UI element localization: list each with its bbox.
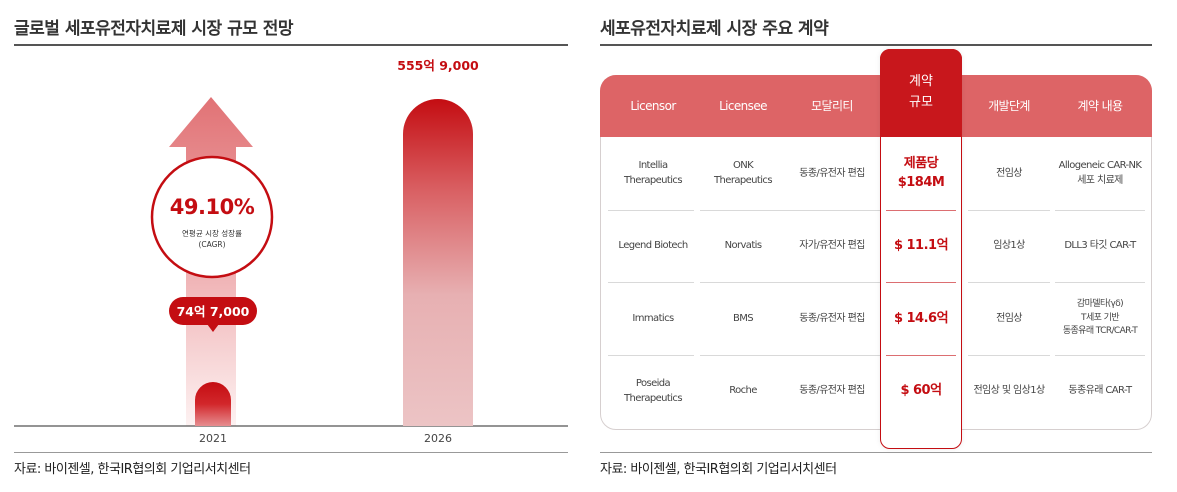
cell-modality: 동종/유전자 편집: [799, 385, 865, 397]
header-licensor: Licensor: [630, 99, 676, 113]
cell-licensor: Immatics: [632, 312, 674, 324]
x-tick-2021: 2021: [199, 432, 227, 445]
contract-size-divider: [886, 282, 956, 283]
header-content: 계약 내용: [1077, 99, 1124, 113]
left-source-note: 자료: 바이젠셀, 한국IR협의회 기업리서치센터: [14, 462, 251, 477]
right-source-divider: [600, 452, 1152, 453]
cell-modality: 동종/유전자 편집: [799, 312, 865, 324]
left-panel-title: 글로벌 세포유전자치료제 시장 규모 전망: [14, 19, 294, 39]
row-divider: [608, 282, 694, 283]
cell-content: 동종유래 CAR-T: [1068, 385, 1132, 397]
row-divider: [1055, 354, 1145, 356]
header-modality: 모달리티: [811, 99, 853, 113]
cell-licensee: Roche: [729, 385, 757, 397]
cell-stage: 전임상: [996, 167, 1022, 179]
header-contract-size-line1: 계약: [909, 74, 933, 90]
row-divider: [785, 209, 881, 211]
cell-licensor: Legend Biotech: [618, 240, 688, 252]
cell-stage: 전임상 및 임상1상: [973, 385, 1045, 397]
table-header-row: Licensor Licensee 모달리티 개발단계 계약 내용: [600, 75, 1152, 137]
market-size-chart: 74억 7,000 555억 9,000 49.10% 연평균 시장 성장률 (C…: [14, 58, 568, 445]
data-label-2026: 555억 9,000: [397, 58, 479, 73]
x-tick-2026: 2026: [424, 432, 452, 445]
cell-contract-size: $ 60억: [900, 383, 942, 398]
contract-size-divider: [886, 354, 956, 356]
cell-modality: 자가/유전자 편집: [799, 240, 865, 252]
row-divider: [968, 282, 1050, 283]
cell-content: DLL3 타깃 CAR-T: [1064, 240, 1136, 252]
right-source-note: 자료: 바이젠셀, 한국IR협의회 기업리서치센터: [600, 462, 837, 477]
cell-licensor: Intellia Therapeutics: [624, 160, 682, 187]
cell-stage: 전임상: [996, 312, 1022, 324]
data-label-2021: 74억 7,000: [169, 297, 257, 332]
left-title-divider: [14, 44, 568, 46]
cagr-sublabel: (CAGR): [198, 240, 225, 249]
cagr-callout: 49.10% 연평균 시장 성장률 (CAGR): [150, 155, 274, 279]
row-divider: [700, 354, 788, 356]
contract-size-divider: [886, 209, 956, 211]
contracts-table: Licensor Licensee 모달리티 개발단계 계약 내용 Intell…: [600, 75, 1152, 430]
cell-licensee: ONK Therapeutics: [714, 160, 772, 187]
cell-contract-size: 제품당 $184M: [897, 155, 945, 191]
row-divider: [1055, 209, 1145, 211]
cell-licensee: BMS: [732, 312, 754, 324]
row-divider: [785, 354, 881, 356]
right-title-divider: [600, 44, 1152, 46]
cagr-value: 49.10%: [170, 195, 255, 219]
cell-content: 감마델타(γδ) T세포 기반 동종유래 TCR/CAR-T: [1062, 299, 1138, 336]
bar-2026: [403, 98, 473, 426]
row-divider: [785, 282, 881, 283]
header-contract-size: 계약 규모: [880, 49, 962, 137]
right-panel-title: 세포유전자치료제 시장 주요 계약: [600, 19, 829, 39]
header-stage: 개발단계: [988, 99, 1030, 113]
cell-content: Allogeneic CAR-NK 세포 치료제: [1058, 160, 1142, 187]
row-divider: [608, 209, 694, 211]
header-contract-size-line2: 규모: [909, 95, 933, 110]
row-divider: [968, 209, 1050, 211]
row-divider: [700, 282, 788, 283]
cell-modality: 동종/유전자 편집: [799, 167, 865, 179]
cell-contract-size: $ 11.1억: [893, 238, 949, 253]
row-divider: [700, 209, 788, 211]
cagr-label: 연평균 시장 성장률: [182, 228, 242, 238]
cell-stage: 임상1상: [993, 240, 1025, 252]
left-source-divider: [14, 452, 568, 453]
row-divider: [968, 354, 1050, 356]
svg-text:74억 7,000: 74억 7,000: [177, 304, 250, 319]
cell-licensor: Poseida Therapeutics: [624, 377, 682, 404]
header-licensee: Licensee: [719, 99, 767, 113]
cell-licensee: Norvatis: [724, 240, 762, 252]
bar-2021: [195, 382, 231, 426]
cell-contract-size: $ 14.6억: [893, 310, 949, 326]
row-divider: [1055, 282, 1145, 283]
row-divider: [608, 354, 694, 356]
